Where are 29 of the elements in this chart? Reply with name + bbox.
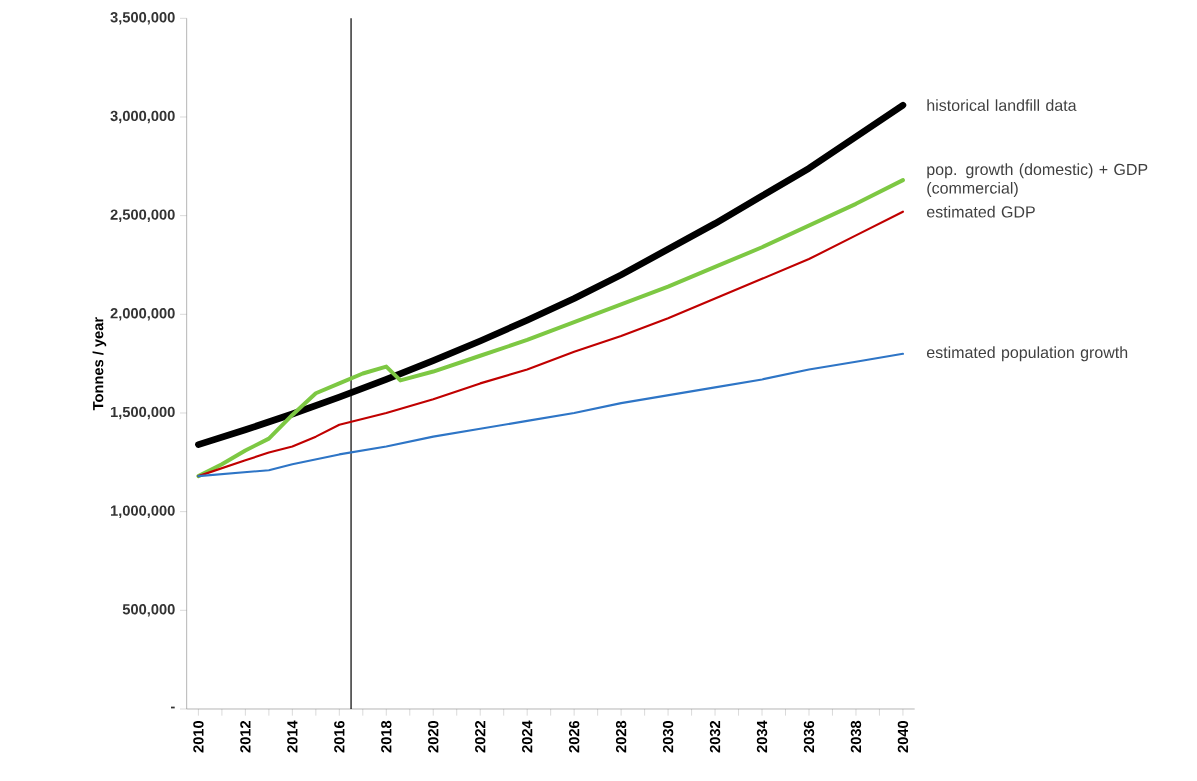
y-tick-label: 2,000,000 — [110, 308, 175, 321]
x-tick-label: 2038 — [850, 720, 862, 753]
x-tick-label: 2032 — [709, 720, 721, 753]
y-tick-label: 500,000 — [122, 604, 175, 617]
series-label: pop. growth (domestic) + GDP (commercial) — [927, 163, 1148, 197]
x-tick-label: 2022 — [475, 720, 486, 753]
x-tick-label: 2014 — [287, 720, 298, 753]
x-tick-label: 2034 — [756, 720, 768, 753]
y-tick-label: 3,500,000 — [110, 12, 175, 25]
x-tick-label: 2028 — [615, 720, 627, 753]
x-tick-label: 2030 — [662, 720, 674, 753]
y-tick-label: 1,000,000 — [110, 505, 175, 518]
x-tick-label: 2016 — [334, 720, 345, 753]
x-tick-label: 2036 — [803, 720, 815, 753]
y-tick-label: 2,500,000 — [110, 209, 175, 222]
x-tick-label: 2040 — [897, 720, 909, 753]
x-tick-label: 2018 — [381, 720, 392, 753]
y-axis-title: Tonnes / year — [92, 317, 107, 411]
y-tick-label: 1,500,000 — [110, 406, 175, 420]
x-tick-label: 2012 — [240, 720, 251, 753]
y-tick-label: 3,000,000 — [110, 110, 175, 124]
x-tick-label: 2024 — [522, 720, 533, 753]
x-tick-label: 2026 — [568, 720, 580, 753]
series-label: estimated population growth — [926, 346, 1128, 362]
x-tick-label: 2010 — [193, 720, 204, 753]
x-tick-label: 2020 — [428, 720, 439, 753]
series-label: historical landfill data — [927, 99, 1077, 112]
series-label: estimated GDP — [926, 205, 1035, 218]
y-tick-label: - — [170, 706, 175, 709]
